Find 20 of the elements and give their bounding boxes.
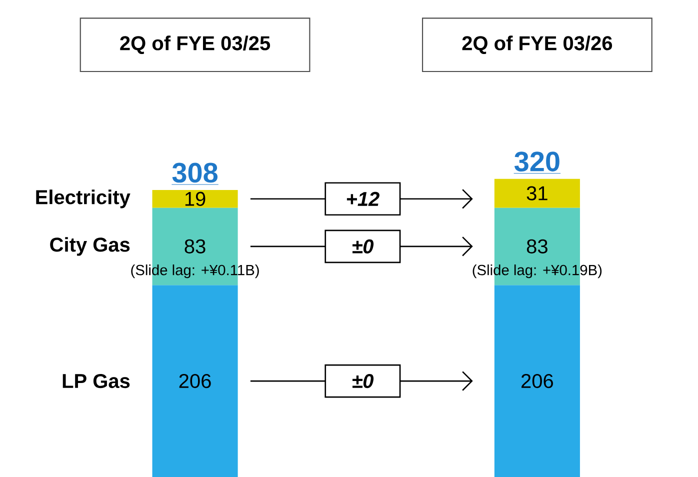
data-label: 31 [526, 186, 548, 200]
data-label: 83 [526, 239, 548, 254]
bar [152, 285, 238, 477]
data-label: 83 [184, 239, 206, 254]
total-label: 308 [172, 162, 218, 183]
annotation: ±0 [352, 239, 374, 254]
annotation: +12 [346, 192, 380, 206]
bar [494, 285, 580, 477]
series-label: City Gas [50, 237, 130, 256]
annotation: ±0 [352, 374, 374, 388]
x-tick-label: 2Q of FYE 03/26 [462, 36, 612, 54]
total-label: 320 [514, 152, 560, 172]
data-label: 206 [522, 374, 553, 388]
data-label: 19 [185, 192, 206, 206]
series-label: LP Gas [62, 374, 130, 388]
bar [152, 190, 238, 208]
x-tick-label: 2Q of FYE 03/25 [120, 36, 270, 54]
bar [494, 178, 580, 208]
data-label: 206 [179, 374, 211, 388]
series-label: Electricity [36, 190, 130, 208]
